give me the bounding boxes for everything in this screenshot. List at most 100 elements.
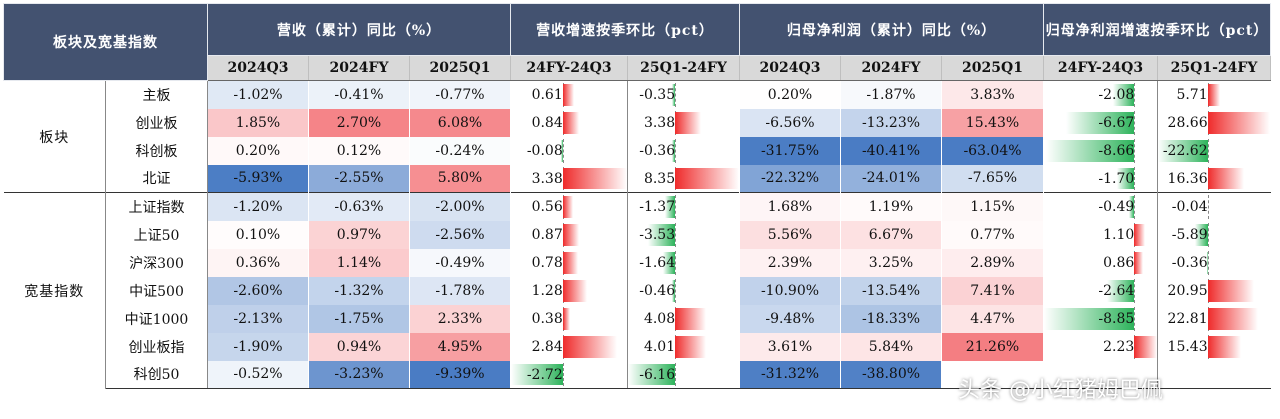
data-bar (1207, 335, 1242, 358)
bar-value-label: 22.81 (1167, 310, 1208, 327)
bar-value-label: 1.28 (531, 282, 563, 299)
bar-cell: 20.95 (1157, 276, 1271, 305)
heatmap-cell: 1.85% (207, 108, 309, 137)
data-bar (1194, 223, 1208, 246)
heatmap-cell: -18.33% (840, 304, 942, 333)
heatmap-cell: 6.08% (409, 108, 511, 137)
data-bar (671, 279, 676, 302)
heatmap-cell: -1.75% (308, 304, 410, 333)
bar-value-label: -0.36 (1171, 254, 1208, 271)
bar-cell: -2.64 (1043, 276, 1158, 305)
data-bar (1207, 307, 1258, 330)
row-label: 中证500 (105, 276, 208, 305)
heatmap-cell: -13.54% (840, 276, 942, 305)
heatmap-cell: 1.15% (941, 192, 1044, 221)
bar-value-label: 5.71 (1176, 87, 1208, 103)
bar-value-label: 16.36 (1167, 170, 1208, 187)
bar-cell: 3.38 (627, 108, 740, 137)
heatmap-cell: -0.52% (207, 360, 309, 389)
data-bar (662, 251, 676, 274)
data-bar (1066, 111, 1135, 134)
heatmap-cell: -22.32% (739, 164, 841, 193)
column-header-3: 24FY-24Q3 (510, 55, 628, 81)
group-header-profit-yoy: 归母净利润（累计）同比（%） (739, 3, 1044, 56)
data-bar (664, 196, 676, 218)
zero-axis-line (1134, 83, 1136, 107)
data-bar (1107, 279, 1135, 302)
bar-cell: 16.36 (1157, 164, 1271, 193)
heatmap-cell: 7.41% (941, 276, 1044, 305)
data-bar (628, 363, 676, 385)
data-bar (562, 307, 570, 330)
heatmap-cell: 5.84% (840, 332, 942, 361)
data-bar (1207, 111, 1271, 134)
bar-value-label: -22.62 (1162, 142, 1208, 159)
bar-cell: 15.43 (1157, 332, 1271, 361)
row-label: 沪深300 (105, 248, 208, 277)
heatmap-cell: -24.01% (840, 164, 942, 193)
bar-value-label: 1.10 (1103, 226, 1135, 243)
bar-cell: -0.49 (1043, 192, 1158, 221)
zero-axis-line (675, 138, 677, 163)
bar-cell: -5.89 (1157, 220, 1271, 249)
bar-cell: 0.78 (510, 248, 628, 277)
bar-cell: 1.28 (510, 276, 628, 305)
data-bar (562, 196, 574, 218)
heatmap-cell: 1.14% (308, 248, 410, 277)
table-row: 中证500 -2.60% -1.32% -1.78% 1.28 -0.46 -10.90% -… (4, 276, 1271, 305)
bar-cell: 0.86 (1043, 248, 1158, 277)
data-bar (562, 167, 627, 189)
group-header-revenue-qoq: 营收增速按季环比（pct） (510, 3, 740, 56)
heatmap-cell: 5.56% (739, 220, 841, 249)
heatmap-cell: 3.25% (840, 248, 942, 277)
row-label: 科创50 (105, 360, 208, 389)
group-label: 板块 (3, 80, 106, 193)
bar-cell: 2.23 (1043, 332, 1158, 361)
zero-axis-line (562, 362, 564, 386)
bar-value-label: -0.04 (1171, 199, 1208, 215)
zero-axis-line (562, 138, 564, 163)
bar-value-label: -2.64 (1098, 282, 1135, 299)
bar-value-label: -0.08 (526, 142, 563, 159)
bar-cell: 4.08 (627, 304, 740, 333)
bar-cell: 0.56 (510, 192, 628, 221)
column-header-5: 2024Q3 (739, 55, 841, 81)
zero-axis-line (1207, 250, 1209, 275)
bar-value-label: 0.56 (531, 199, 563, 215)
bar-cell: 22.81 (1157, 304, 1271, 333)
table-row: 创业板 1.85% 2.70% 6.08% 0.84 3.38 -6.56% -13.23% 1… (4, 108, 1271, 137)
bar-cell: 4.01 (627, 332, 740, 361)
bar-value-label: -3.53 (639, 226, 676, 243)
bar-cell: 3.38 (510, 164, 628, 193)
heatmap-cell: -3.23% (308, 360, 410, 389)
data-bar (511, 363, 563, 385)
column-header-1: 2024FY (308, 55, 410, 81)
bar-cell: -1.64 (627, 248, 740, 277)
data-bar (1045, 139, 1135, 162)
heatmap-cell: -31.75% (739, 136, 841, 165)
group-header-profit-qoq: 归母净利润增速按季环比（pct） (1043, 3, 1271, 56)
data-bar (1206, 251, 1208, 274)
heatmap-cell: -1.78% (409, 276, 511, 305)
bar-value-label: -0.49 (1098, 199, 1135, 215)
heatmap-cell: -1.90% (207, 332, 309, 361)
bar-value-label: -0.35 (639, 87, 676, 103)
heatmap-cell: 4.95% (409, 332, 511, 361)
data-bar (562, 111, 579, 134)
heatmap-cell: 2.70% (308, 108, 410, 137)
zero-axis-line (1207, 195, 1209, 219)
heatmap-cell: -0.77% (409, 80, 511, 109)
bar-value-label: -1.64 (639, 254, 676, 271)
data-bar (1044, 307, 1135, 330)
heatmap-cell: 2.89% (941, 248, 1044, 277)
heatmap-cell: -6.56% (739, 108, 841, 137)
bar-value-label: -5.89 (1171, 226, 1208, 243)
heatmap-cell: 0.12% (308, 136, 410, 165)
table-row: 板块 主板 -1.02% -0.41% -0.77% 0.61 -0.35 0.20% -1.8… (3, 80, 1271, 193)
table-row: 科创板 0.20% 0.12% -0.24% -0.08 -0.36 -31.75% -40.… (4, 136, 1271, 165)
bar-cell: -22.62 (1157, 136, 1271, 165)
table-row: 北证 -5.93% -2.55% 5.80% 3.38 8.35 -22.32% -24.01… (4, 164, 1271, 193)
heatmap-cell: -9.39% (409, 360, 511, 389)
heatmap-cell: -0.63% (308, 192, 410, 221)
row-label: 北证 (105, 164, 208, 193)
